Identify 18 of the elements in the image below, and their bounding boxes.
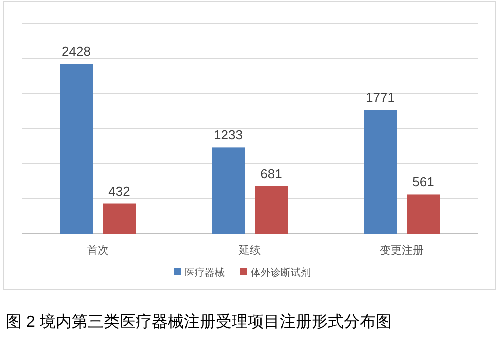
bar [60, 64, 93, 234]
bar [103, 204, 136, 234]
data-label: 561 [412, 174, 434, 190]
data-label: 681 [260, 166, 282, 182]
x-tick-label: 延续 [238, 244, 261, 257]
legend-label: 医疗器械 [185, 267, 225, 279]
data-label: 1233 [214, 128, 243, 143]
x-tick-label: 变更注册 [380, 244, 424, 257]
data-label: 432 [108, 184, 130, 199]
bar [255, 186, 288, 234]
legend-label: 体外诊断试剂 [251, 267, 311, 279]
bar [364, 110, 397, 234]
data-label: 2428 [62, 44, 91, 60]
bar [212, 148, 245, 234]
data-label: 1771 [366, 90, 395, 106]
text: 图 2 境内第三类医疗器械注册受理项目注册形式分布图 [6, 313, 392, 331]
bar [407, 194, 440, 234]
x-tick-label: 首次 [87, 245, 109, 257]
